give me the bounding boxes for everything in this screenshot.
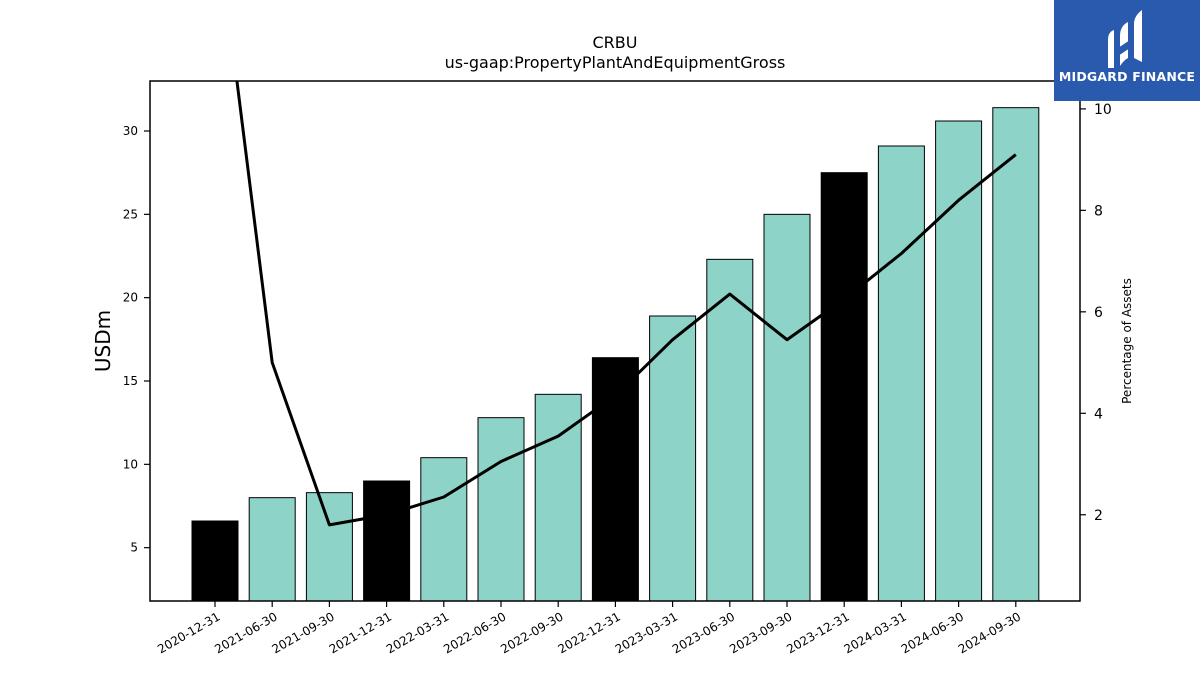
bar-2023-12-31 [820, 172, 868, 602]
y2-axis-label: Percentage of Assets [1120, 278, 1134, 404]
y-axis-label: USDm [91, 310, 115, 372]
x-tick-label: 2021-12-31 [327, 609, 394, 656]
x-tick-label: 2024-06-30 [899, 609, 966, 656]
x-tick-label: 2020-12-31 [155, 609, 222, 656]
brand-logo: MIDGARD FINANCE [1054, 0, 1200, 101]
bar-2022-12-31 [591, 357, 639, 602]
chart-subtitle: us-gaap:PropertyPlantAndEquipmentGross [445, 53, 786, 72]
bar-2021-06-30 [248, 497, 296, 602]
logo-text: MIDGARD FINANCE [1058, 69, 1196, 84]
y-tick-label: 30 [123, 124, 138, 138]
plot-frame [149, 80, 1081, 602]
bar-2022-06-30 [477, 417, 525, 602]
x-tick-label: 2021-09-30 [269, 609, 336, 656]
y-tick-label: 10 [123, 457, 138, 471]
bar-group [191, 107, 1040, 602]
x-tick-label: 2023-06-30 [670, 609, 737, 656]
x-tick-label: 2022-03-31 [384, 609, 451, 656]
line-group [235, 81, 1017, 527]
chart-title: CRBU [593, 33, 638, 52]
y-tick-label: 20 [123, 291, 138, 305]
x-tick-label: 2023-12-31 [784, 609, 851, 656]
y2-tick-label: 2 [1094, 508, 1103, 524]
y2-tick-label: 4 [1094, 406, 1103, 422]
x-tick-label: 2024-09-30 [956, 609, 1023, 656]
bar-2024-09-30 [992, 107, 1040, 602]
x-tick-label: 2022-12-31 [555, 609, 622, 656]
y2-tick-label: 10 [1094, 102, 1112, 118]
bar-2020-12-31 [191, 520, 239, 602]
midgard-logo-icon [1108, 10, 1142, 68]
y-tick-label: 5 [130, 541, 138, 555]
x-tick-label: 2024-03-31 [841, 609, 908, 656]
percentage-line [235, 81, 1017, 527]
bar-2021-09-30 [305, 492, 353, 602]
bar-2023-03-31 [649, 315, 697, 602]
bar-2022-09-30 [534, 393, 582, 602]
x-tick-label: 2023-09-30 [727, 609, 794, 656]
y-tick-label: 25 [123, 207, 138, 221]
bar-2024-03-31 [877, 145, 925, 602]
x-tick-label: 2021-06-30 [212, 609, 279, 656]
y2-tick-label: 6 [1094, 305, 1103, 321]
x-tick-label: 2022-09-30 [498, 609, 565, 656]
x-tick-label: 2022-06-30 [441, 609, 508, 656]
bar-2022-03-31 [420, 457, 468, 602]
x-tick-label: 2023-03-31 [613, 609, 680, 656]
y-tick-label: 15 [123, 374, 138, 388]
y2-tick-label: 8 [1094, 203, 1103, 219]
bar-2023-09-30 [763, 213, 811, 602]
bar-2024-06-30 [935, 120, 983, 602]
bar-2023-06-30 [706, 258, 754, 602]
bar-2021-12-31 [363, 480, 411, 602]
